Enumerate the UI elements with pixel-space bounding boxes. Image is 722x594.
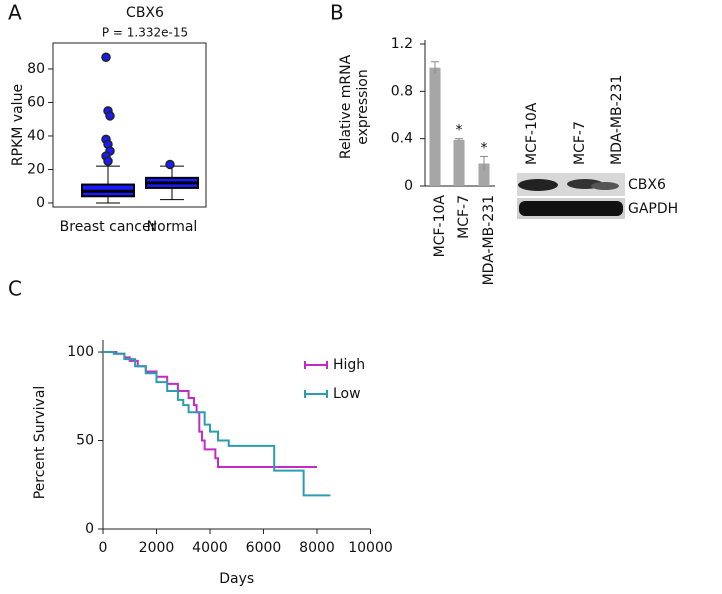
x-tick-label: MCF-10A: [432, 195, 448, 258]
x-tick-label: 6000: [246, 540, 282, 556]
blot-band: [591, 182, 619, 190]
annotation: *: [456, 123, 463, 139]
y-axis-label: Relative mRNA: [338, 54, 354, 159]
y-tick-label: 0.4: [391, 131, 413, 147]
y-axis-label: Percent Survival: [32, 386, 48, 500]
outlier: [105, 111, 115, 121]
lane-label: MCF-10A: [524, 102, 540, 165]
y-tick-label: 50: [76, 433, 94, 449]
y-tick-label: 40: [27, 128, 45, 144]
band-label: CBX6: [628, 177, 666, 193]
panel-letter: B: [330, 1, 344, 25]
x-tick-label: Normal: [147, 219, 198, 235]
band-label: GAPDH: [628, 201, 678, 217]
x-tick-label: Breast cancer: [60, 219, 157, 235]
blot-band: [519, 201, 623, 216]
x-tick-label: 4000: [192, 540, 228, 556]
survival-line: [103, 351, 331, 497]
x-tick-label: 10000: [348, 540, 393, 556]
bar: [429, 67, 441, 186]
survival-line: [103, 351, 317, 469]
y-tick-label: 0: [36, 195, 45, 211]
y-axis-label: expression: [355, 69, 371, 145]
x-tick-label: MDA-MB-231: [481, 195, 497, 285]
x-tick-label: 8000: [299, 540, 335, 556]
y-axis-label: RPKM value: [10, 84, 26, 166]
chart-subtitle: P = 1.332e-15: [102, 26, 188, 40]
lane-label: MCF-7: [572, 121, 588, 165]
outlier: [165, 159, 175, 170]
y-tick-label: 1.2: [391, 36, 413, 52]
x-axis-label: Days: [219, 571, 254, 587]
y-tick-label: 20: [27, 161, 45, 177]
legend-label: High: [333, 357, 365, 373]
outlier: [101, 52, 111, 62]
annotation: *: [481, 140, 488, 156]
x-tick-label: MCF-7: [456, 195, 472, 239]
y-tick-label: 80: [27, 61, 45, 77]
blot-band: [518, 179, 558, 191]
blot: [517, 173, 625, 219]
plot-frame: [52, 42, 207, 208]
outlier: [103, 156, 113, 166]
y-tick-label: 0.8: [391, 83, 413, 99]
y-tick-label: 60: [27, 94, 45, 110]
x-tick-label: 0: [99, 540, 108, 556]
panel-letter: A: [8, 1, 22, 25]
y-tick-label: 0: [404, 178, 413, 194]
lane-label: MDA-MB-231: [609, 75, 625, 165]
panel-letter: C: [8, 277, 22, 301]
x-tick-label: 2000: [139, 540, 175, 556]
bar: [453, 139, 465, 186]
y-tick-label: 0: [85, 521, 94, 537]
legend-label: Low: [333, 386, 361, 402]
y-tick-label: 100: [67, 344, 94, 360]
bar: [478, 163, 490, 186]
chart-title: CBX6: [126, 5, 164, 21]
